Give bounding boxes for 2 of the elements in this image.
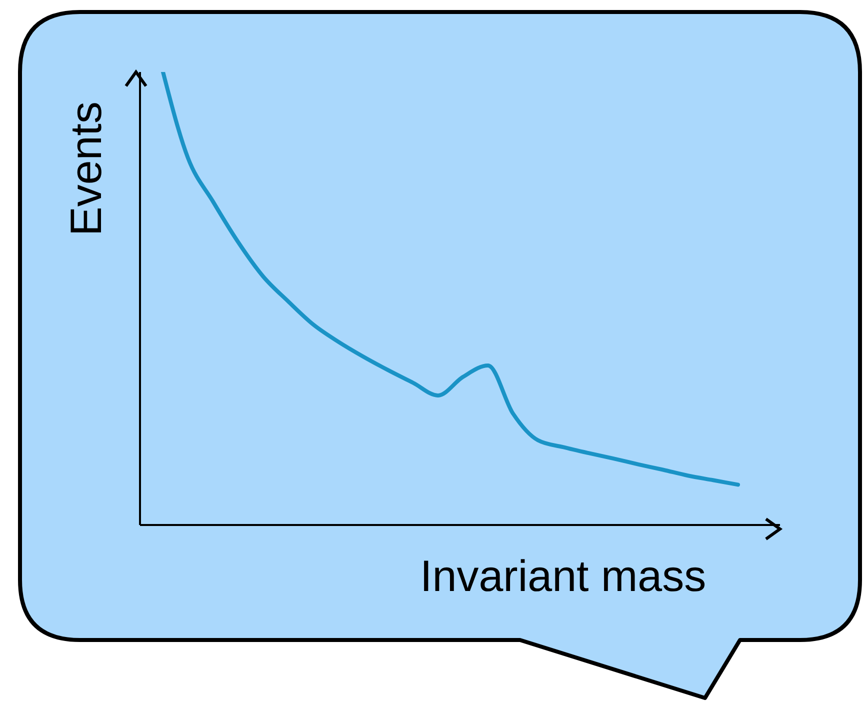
x-axis-title: Invariant mass: [420, 552, 706, 602]
y-axis-title: Events: [62, 101, 112, 236]
